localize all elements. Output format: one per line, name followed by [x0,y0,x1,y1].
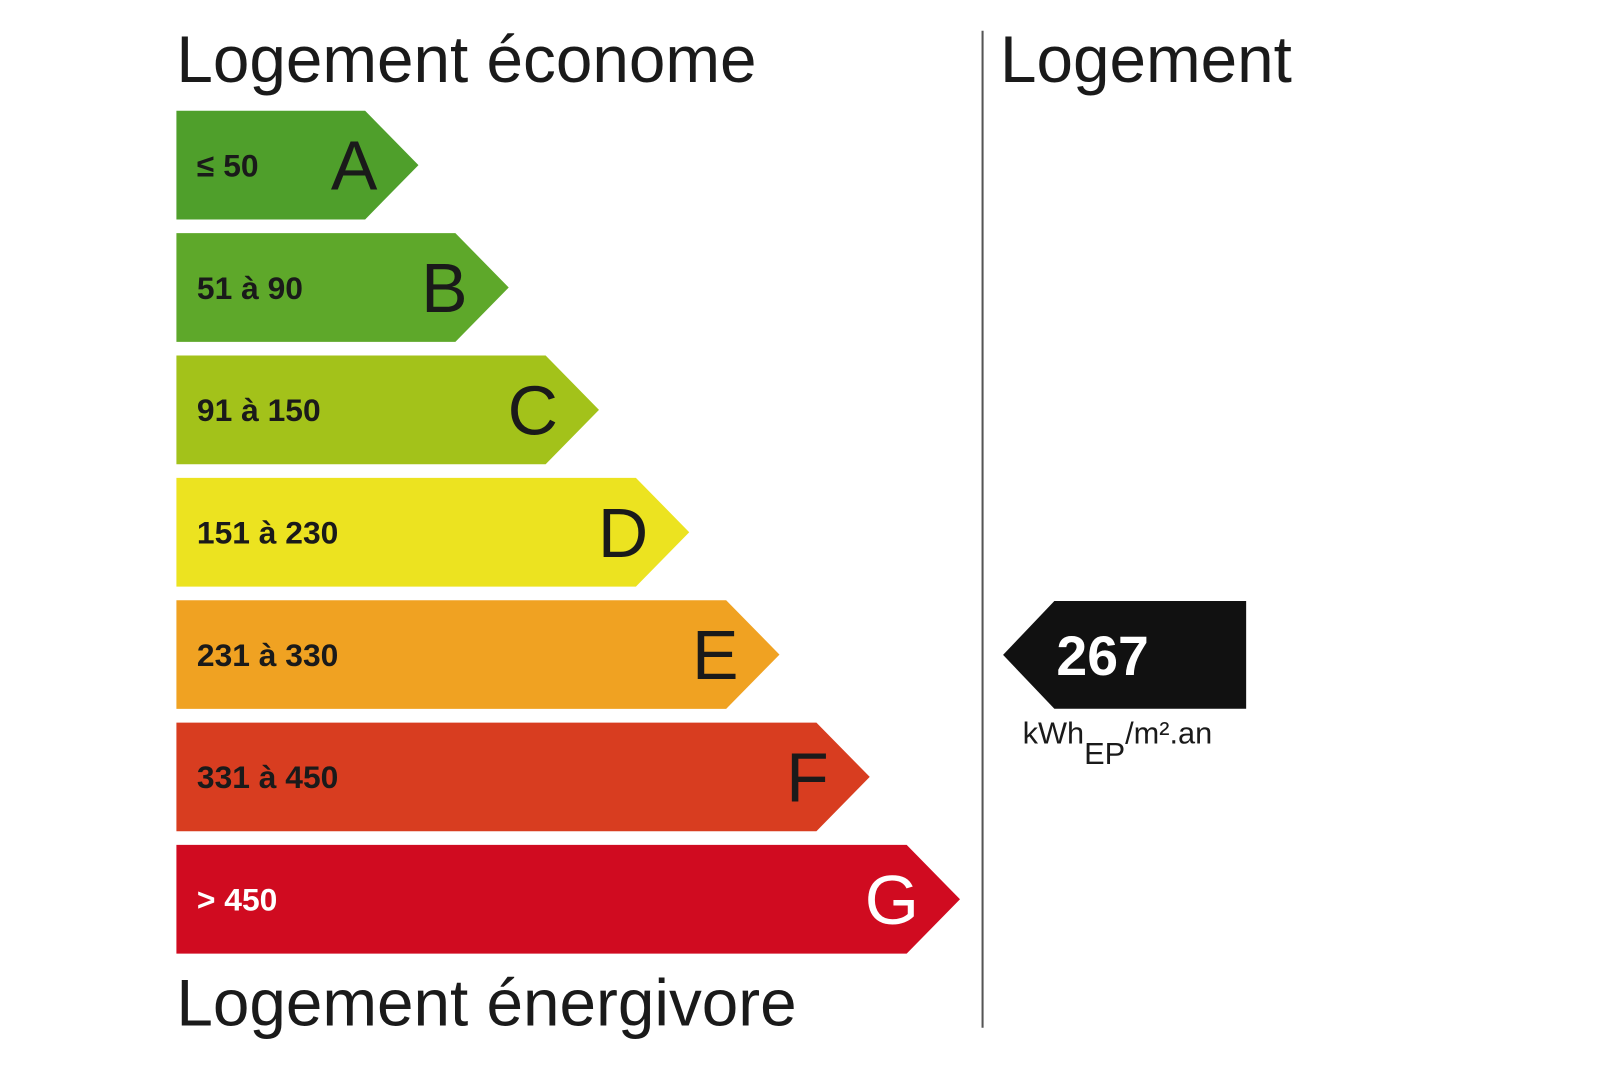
class-range: 231 à 330 [197,637,338,673]
indicator-arrow [1003,601,1247,709]
class-range: 151 à 230 [197,514,338,550]
class-bar [176,600,780,709]
class-bar [176,110,419,220]
right-title: Logement [1000,23,1292,96]
unit-sub: EP [1084,736,1125,771]
unit-main: kWh [1023,716,1084,751]
class-bar [176,477,690,587]
class-bar [176,844,960,954]
class-letter: D [598,494,648,572]
class-range: 91 à 150 [197,392,321,428]
indicator-value: 267 [1056,625,1148,687]
class-bar [176,355,599,465]
class-range: > 450 [197,882,277,918]
class-letter: C [508,371,558,449]
indicator-unit: kWhEP/m².an [1023,716,1213,772]
class-letter: B [421,249,468,327]
class-letter: G [865,861,919,939]
class-bar [176,722,870,832]
class-range: 51 à 90 [197,270,303,306]
class-letter: E [692,616,739,694]
class-bar [176,233,509,342]
class-range: 331 à 450 [197,759,338,795]
class-range: ≤ 50 [197,147,259,183]
class-letter: A [331,127,378,205]
class-letter: F [786,739,829,817]
unit-rest: /m².an [1125,716,1212,751]
top-title: Logement économe [176,23,756,96]
bottom-title: Logement énergivore [176,967,796,1040]
